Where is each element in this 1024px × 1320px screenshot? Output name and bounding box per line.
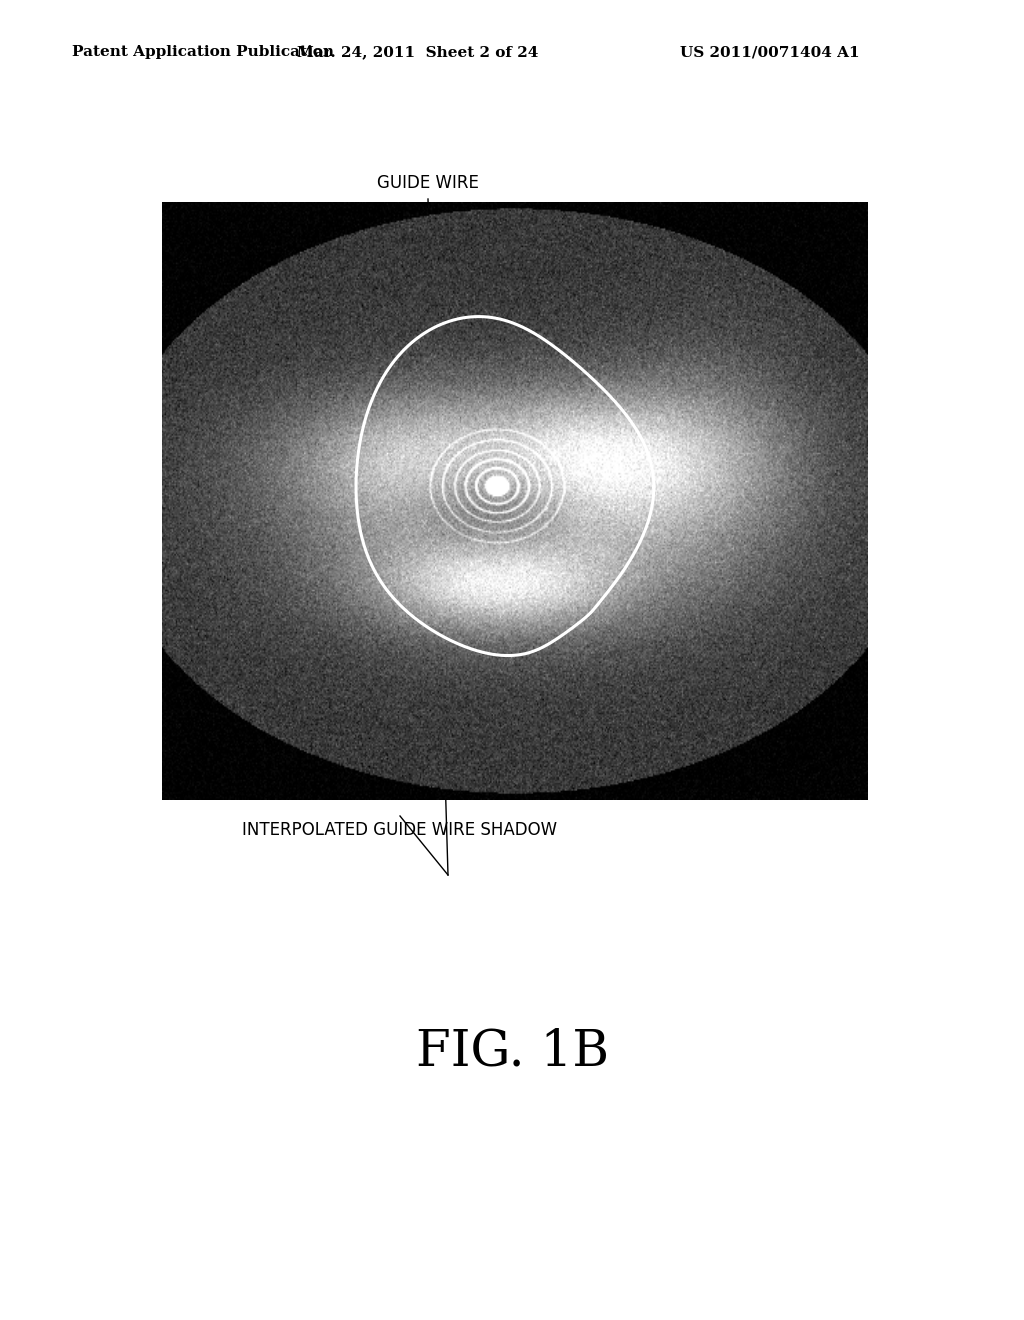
Text: Patent Application Publication: Patent Application Publication: [72, 45, 334, 59]
Text: FIG. 1B: FIG. 1B: [416, 1027, 608, 1077]
Text: US 2011/0071404 A1: US 2011/0071404 A1: [680, 45, 859, 59]
Text: Mar. 24, 2011  Sheet 2 of 24: Mar. 24, 2011 Sheet 2 of 24: [297, 45, 539, 59]
Text: INTERPOLATED GUIDE WIRE SHADOW: INTERPOLATED GUIDE WIRE SHADOW: [243, 821, 557, 840]
Text: GUIDE WIRE: GUIDE WIRE: [377, 174, 479, 191]
